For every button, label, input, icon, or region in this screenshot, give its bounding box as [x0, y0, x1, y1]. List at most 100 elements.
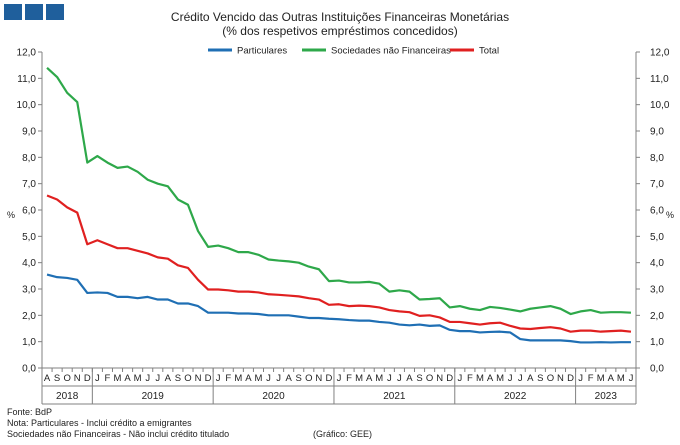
month-label: D — [205, 373, 212, 384]
month-label: J — [518, 373, 523, 384]
legend-label: Sociedades não Financeiras — [331, 46, 451, 57]
month-label: A — [487, 373, 494, 384]
month-label: J — [95, 373, 100, 384]
month-label: J — [266, 373, 271, 384]
year-label: 2022 — [504, 391, 527, 402]
y-tick-label-left: 5,0 — [22, 232, 36, 243]
month-label: M — [114, 373, 122, 384]
y-tick-label-left: 0,0 — [22, 364, 36, 375]
month-label: M — [355, 373, 363, 384]
footer-notes: Fonte: BdP Nota: Particulares - Inclui c… — [7, 407, 229, 440]
month-label: J — [629, 373, 634, 384]
month-label: O — [184, 373, 191, 384]
series-line-total — [46, 194, 632, 333]
month-label: S — [416, 373, 422, 384]
month-label: A — [44, 373, 51, 384]
month-label: D — [446, 373, 453, 384]
y-tick-label-left: 9,0 — [22, 127, 36, 138]
y-tick-label-right: 7,0 — [650, 179, 664, 190]
month-label: J — [155, 373, 160, 384]
y-axis-label-right: % — [666, 210, 674, 220]
month-label: M — [254, 373, 262, 384]
month-label: F — [105, 373, 111, 384]
month-label: J — [387, 373, 392, 384]
month-label: S — [537, 373, 543, 384]
month-label: A — [527, 373, 534, 384]
y-tick-label-right: 4,0 — [650, 258, 664, 269]
y-tick-label-left: 12,0 — [17, 48, 37, 59]
month-label: J — [337, 373, 342, 384]
month-label: A — [165, 373, 172, 384]
month-label: J — [578, 373, 583, 384]
note-particulares: Nota: Particulares - Inclui crédito a em… — [7, 418, 192, 428]
month-label: A — [245, 373, 252, 384]
month-label: J — [397, 373, 402, 384]
month-label: M — [375, 373, 383, 384]
month-label: F — [225, 373, 231, 384]
year-label: 2023 — [595, 391, 618, 402]
logo-square — [25, 4, 43, 20]
chart-credit: (Gráfico: GEE) — [313, 429, 373, 439]
month-label: N — [315, 373, 322, 384]
y-tick-label-left: 6,0 — [22, 206, 36, 217]
y-tick-label-left: 2,0 — [22, 311, 36, 322]
y-tick-label-left: 7,0 — [22, 179, 36, 190]
month-label: F — [588, 373, 594, 384]
month-label: F — [346, 373, 352, 384]
month-label: N — [557, 373, 564, 384]
y-tick-label-right: 11,0 — [650, 74, 669, 85]
month-label: O — [547, 373, 554, 384]
month-label: A — [366, 373, 373, 384]
chart-title: Crédito Vencido das Outras Instituições … — [170, 10, 510, 24]
month-label: O — [305, 373, 312, 384]
y-tick-label-right: 6,0 — [650, 206, 664, 217]
month-label: D — [567, 373, 574, 384]
y-tick-label-right: 12,0 — [650, 48, 670, 59]
month-label: N — [195, 373, 202, 384]
legend-label: Particulares — [237, 46, 287, 57]
year-label: 2021 — [383, 391, 406, 402]
month-label: M — [496, 373, 504, 384]
month-label: J — [276, 373, 281, 384]
y-tick-label-left: 8,0 — [22, 153, 36, 164]
y-tick-label-right: 1,0 — [650, 337, 664, 348]
y-tick-label-right: 3,0 — [650, 285, 664, 296]
month-label: N — [74, 373, 81, 384]
month-label: S — [175, 373, 181, 384]
y-tick-label-right: 8,0 — [650, 153, 664, 164]
month-label: M — [617, 373, 625, 384]
month-label: J — [508, 373, 513, 384]
month-label: M — [134, 373, 142, 384]
month-label: D — [84, 373, 91, 384]
y-tick-label-right: 5,0 — [650, 232, 664, 243]
month-label: D — [325, 373, 332, 384]
chart-subtitle: (% dos respetivos empréstimos concedidos… — [222, 24, 458, 38]
year-label: 2018 — [56, 391, 79, 402]
y-tick-label-right: 9,0 — [650, 127, 664, 138]
y-tick-label-left: 4,0 — [22, 258, 36, 269]
y-axis-label-left: % — [7, 210, 15, 220]
y-tick-label-right: 2,0 — [650, 311, 664, 322]
month-label: J — [457, 373, 462, 384]
y-tick-label-left: 3,0 — [22, 285, 36, 296]
month-label: J — [145, 373, 150, 384]
logo-square — [46, 4, 64, 20]
month-label: M — [234, 373, 242, 384]
y-tick-label-left: 10,0 — [17, 100, 37, 111]
source-note: Fonte: BdP — [7, 407, 53, 417]
month-label: A — [285, 373, 292, 384]
y-tick-label-right: 10,0 — [650, 100, 670, 111]
month-label: N — [436, 373, 443, 384]
note-snf: Sociedades não Financeiras - Não inclui … — [7, 429, 230, 439]
year-label: 2019 — [142, 391, 165, 402]
month-label: S — [54, 373, 60, 384]
month-label: M — [476, 373, 484, 384]
gee-logo — [4, 4, 64, 20]
month-label: A — [608, 373, 615, 384]
y-tick-label-left: 1,0 — [22, 337, 36, 348]
y-tick-label-right: 0,0 — [650, 364, 664, 375]
series-line-sociedades-não-financeiras — [46, 66, 632, 316]
month-label: S — [296, 373, 302, 384]
month-label: O — [63, 373, 70, 384]
